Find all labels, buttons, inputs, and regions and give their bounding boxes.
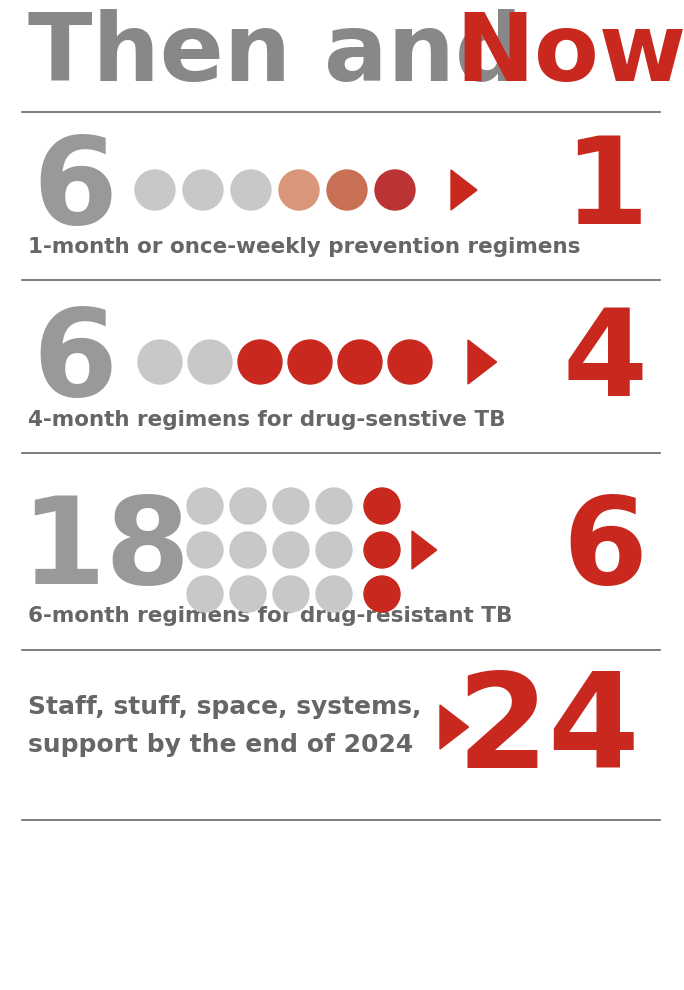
Text: Staff, stuff, space, systems,: Staff, stuff, space, systems, <box>28 695 421 719</box>
Polygon shape <box>468 340 497 384</box>
Circle shape <box>187 488 223 524</box>
Circle shape <box>187 576 223 612</box>
Circle shape <box>183 170 223 210</box>
Circle shape <box>279 170 319 210</box>
Text: 6: 6 <box>32 132 117 248</box>
Circle shape <box>230 532 266 568</box>
Text: 6-month regimens for drug-resistant TB: 6-month regimens for drug-resistant TB <box>28 606 512 626</box>
Circle shape <box>388 340 432 384</box>
Circle shape <box>273 532 309 568</box>
Circle shape <box>135 170 175 210</box>
Circle shape <box>273 576 309 612</box>
Text: 18: 18 <box>20 491 190 609</box>
Circle shape <box>316 488 352 524</box>
Circle shape <box>187 532 223 568</box>
Circle shape <box>364 488 400 524</box>
Polygon shape <box>412 531 436 569</box>
Circle shape <box>338 340 382 384</box>
Text: support by the end of 2024: support by the end of 2024 <box>28 733 413 757</box>
Text: Then and: Then and <box>28 9 555 101</box>
Circle shape <box>316 576 352 612</box>
Text: 1-month or once-weekly prevention regimens: 1-month or once-weekly prevention regime… <box>28 237 581 257</box>
Circle shape <box>188 340 232 384</box>
Circle shape <box>230 488 266 524</box>
Text: 1: 1 <box>563 132 648 248</box>
Circle shape <box>364 576 400 612</box>
Circle shape <box>375 170 415 210</box>
Text: 24: 24 <box>456 668 640 796</box>
Text: Now: Now <box>455 9 684 101</box>
Polygon shape <box>451 170 477 210</box>
Circle shape <box>231 170 271 210</box>
Polygon shape <box>440 705 469 749</box>
Text: 4: 4 <box>563 304 648 421</box>
Text: 4-month regimens for drug-senstive TB: 4-month regimens for drug-senstive TB <box>28 410 505 430</box>
Circle shape <box>327 170 367 210</box>
Circle shape <box>316 532 352 568</box>
Circle shape <box>238 340 282 384</box>
Circle shape <box>364 532 400 568</box>
Circle shape <box>230 576 266 612</box>
Text: 6: 6 <box>32 304 117 421</box>
Text: 6: 6 <box>563 491 648 609</box>
Circle shape <box>288 340 332 384</box>
Circle shape <box>273 488 309 524</box>
Circle shape <box>138 340 182 384</box>
